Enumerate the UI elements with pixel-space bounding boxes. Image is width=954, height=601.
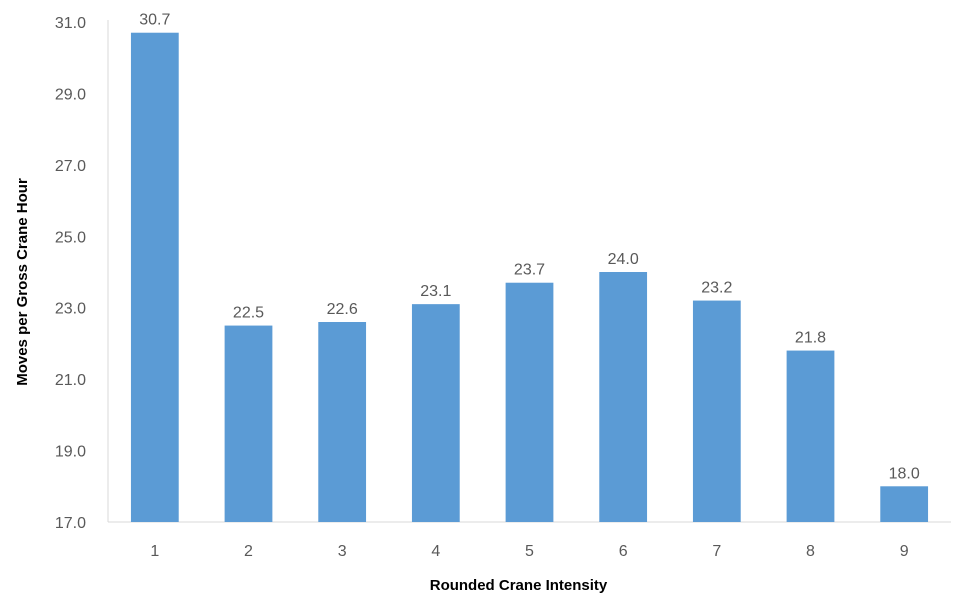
data-label-2: 22.5 <box>233 305 264 322</box>
x-tick-label: 9 <box>900 543 909 560</box>
data-label-3: 22.6 <box>327 301 358 318</box>
x-tick-label: 2 <box>244 543 253 560</box>
y-tick-label: 21.0 <box>55 372 86 389</box>
y-tick-label: 29.0 <box>55 86 86 103</box>
bar-2 <box>224 325 273 522</box>
bar-9 <box>880 486 929 522</box>
data-label-7: 23.2 <box>701 280 732 297</box>
x-tick-label: 4 <box>431 543 440 560</box>
y-axis-tick-labels: 17.0 19.0 21.0 23.0 25.0 27.0 29.0 31.0 <box>55 15 86 532</box>
bar-4 <box>411 304 460 522</box>
bars-group <box>130 32 929 522</box>
bar-3 <box>318 322 367 522</box>
data-label-6: 24.0 <box>608 251 639 268</box>
data-label-1: 30.7 <box>139 12 170 29</box>
x-tick-label: 8 <box>806 543 815 560</box>
data-label-4: 23.1 <box>420 283 451 300</box>
data-label-9: 18.0 <box>889 465 920 482</box>
bar-6 <box>599 272 648 522</box>
x-tick-label: 7 <box>712 543 721 560</box>
bar-8 <box>786 350 835 522</box>
y-tick-label: 23.0 <box>55 301 86 318</box>
x-tick-label: 3 <box>338 543 347 560</box>
x-axis-title: Rounded Crane Intensity <box>430 577 608 594</box>
bar-1 <box>130 32 179 522</box>
y-axis-title: Moves per Gross Crane Hour <box>14 178 31 386</box>
bar-5 <box>505 282 554 522</box>
x-tick-label: 5 <box>525 543 534 560</box>
bar-7 <box>692 300 741 522</box>
data-label-8: 21.8 <box>795 330 826 347</box>
y-tick-label: 27.0 <box>55 158 86 175</box>
data-labels-group: 30.7 22.5 22.6 23.1 23.7 24.0 23.2 21.8 18.0 <box>139 12 920 483</box>
y-tick-label: 25.0 <box>55 229 86 246</box>
y-tick-label: 17.0 <box>55 515 86 532</box>
data-label-5: 23.7 <box>514 262 545 279</box>
x-tick-label: 6 <box>619 543 628 560</box>
y-tick-label: 31.0 <box>55 15 86 32</box>
x-axis-tick-labels: 1 2 3 4 5 6 7 8 9 <box>150 543 908 560</box>
y-tick-label: 19.0 <box>55 444 86 461</box>
x-tick-label: 1 <box>150 543 159 560</box>
